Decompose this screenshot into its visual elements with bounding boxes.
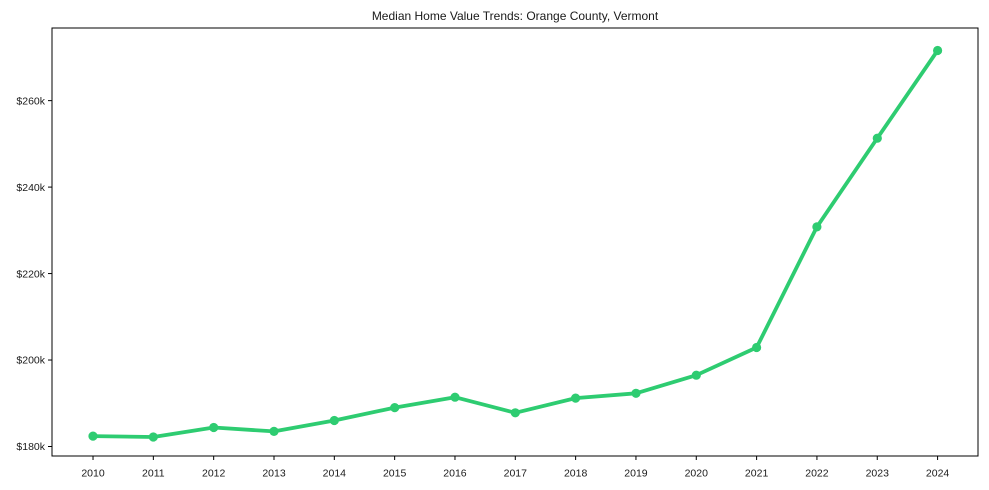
y-tick-label: $240k [16, 182, 45, 194]
x-tick-label: 2024 [926, 468, 950, 480]
data-point [209, 422, 219, 433]
x-tick-label: 2013 [262, 468, 286, 480]
chart-title: Median Home Value Trends: Orange County,… [372, 9, 659, 23]
y-tick-label: $200k [16, 355, 45, 367]
x-tick-label: 2011 [142, 468, 165, 480]
data-point [450, 392, 460, 402]
y-tick-label: $260k [16, 95, 45, 107]
x-tick-label: 2012 [202, 468, 226, 480]
data-point [691, 370, 701, 380]
y-tick-label: $180k [16, 441, 45, 453]
x-tick-label: 2010 [81, 468, 105, 480]
data-point [812, 222, 822, 232]
data-point [148, 432, 158, 442]
x-tick-label: 2021 [745, 468, 769, 480]
data-point [571, 393, 581, 403]
data-point [390, 403, 400, 413]
x-tick-label: 2014 [323, 468, 347, 480]
axis-spines [51, 27, 979, 457]
y-tick-label: $220k [16, 268, 45, 280]
data-point [631, 388, 641, 398]
data-point [872, 133, 882, 143]
trend-line [91, 48, 940, 439]
data-point [269, 426, 279, 436]
data-point [933, 45, 943, 56]
data-point [752, 342, 762, 353]
x-tick-label: 2017 [504, 468, 528, 480]
x-tick-label: 2020 [685, 468, 709, 480]
x-tick-label: 2022 [805, 468, 829, 480]
data-point [510, 408, 520, 418]
data-point [88, 431, 98, 441]
x-tick-label: 2016 [443, 468, 467, 480]
plot-area: $180k $200k $220k $240k $260k 2010 2011 2012 201… [16, 27, 979, 480]
data-point [329, 415, 339, 426]
x-tick-label: 2019 [624, 468, 648, 480]
x-tick-label: 2023 [866, 468, 890, 480]
x-tick-label: 2018 [564, 468, 588, 480]
x-tick-label: 2015 [383, 468, 407, 480]
